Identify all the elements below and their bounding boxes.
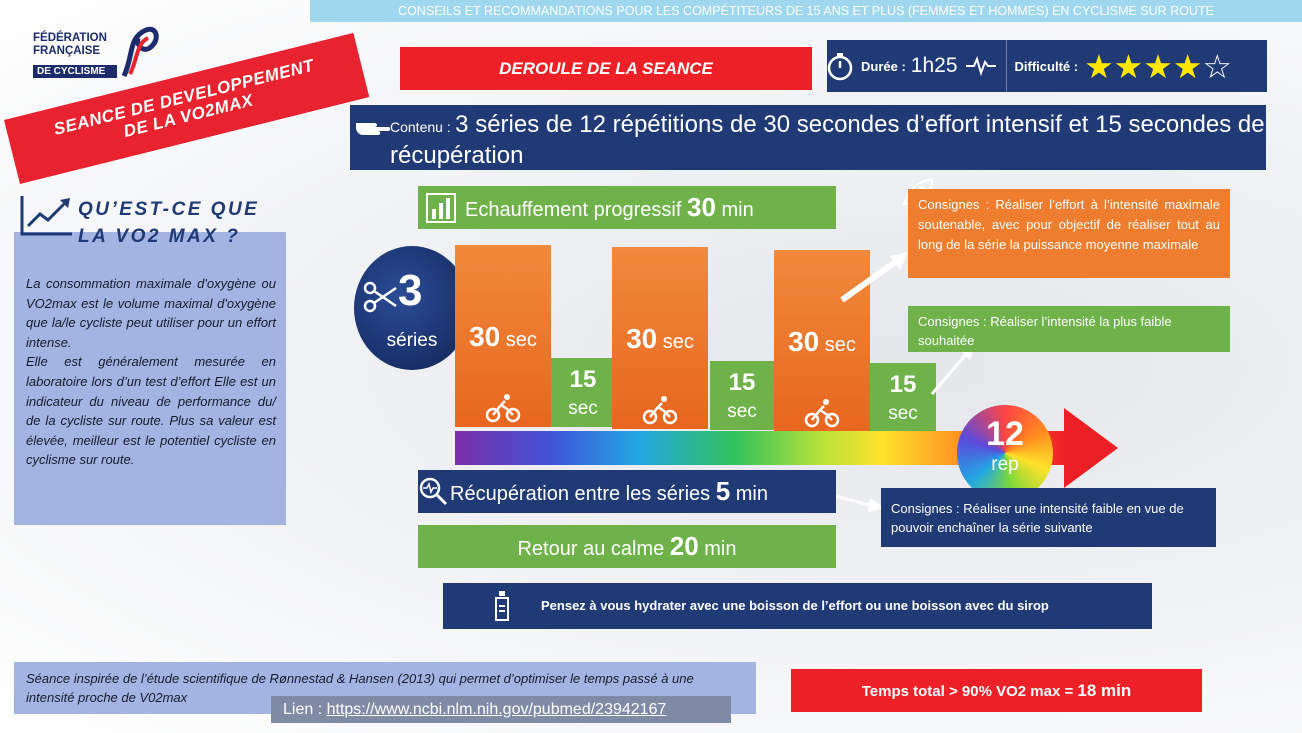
link-label: Lien : [283, 701, 327, 718]
recuperation-value: 5 [715, 476, 731, 506]
divider [1005, 40, 1007, 92]
effort-value: 30 [469, 321, 501, 352]
logo-cyclist-icon [121, 26, 159, 78]
duree-value: 1h25 [910, 54, 958, 77]
duree-label: Durée : [861, 58, 906, 74]
total-text: Temps total > 90% VO2 max = [861, 683, 1078, 700]
pubmed-link[interactable]: https://www.ncbi.nlm.nih.gov/pubmed/2394… [326, 701, 667, 718]
retour-text: Retour au calme [517, 538, 670, 560]
arrowhead [1064, 408, 1118, 488]
hydrate-box: Pensez à vous hydrater avec une boisson … [443, 583, 1152, 629]
rep-value: 12 [986, 415, 1024, 453]
series-label: séries [386, 330, 438, 351]
consignes-series: Consignes : Réaliser une intensité faibl… [881, 488, 1216, 547]
echauffement-text: Echauffement progressif [465, 199, 687, 221]
effort-unit: sec [657, 331, 694, 353]
star-filled-icon: ★ [1113, 47, 1144, 85]
bar-chart-icon [426, 193, 456, 223]
logo-line3: DE CYCLISME [33, 65, 117, 78]
effort-bar-2: 30 sec [612, 247, 708, 429]
vo2-paragraph-1: La consommation maximale d'oxygène ou VO… [26, 276, 276, 350]
consignes-recup: Consignes : Réaliser l’intensité la plus… [908, 306, 1230, 352]
logo-line1: FÉDÉRATION [33, 32, 107, 44]
ffc-logo: FÉDÉRATION FRANÇAISE DE CYCLISME [30, 24, 160, 86]
echauffement-value: 30 [686, 192, 716, 222]
duree-box: Durée : 1h25 Difficulté : ★ ★ ★ ★ ☆ [827, 40, 1267, 92]
effort-unit: sec [819, 334, 856, 356]
recup-unit: sec [727, 401, 757, 422]
recup-value: 15 [728, 369, 756, 396]
recuperation-unit: min [730, 483, 768, 505]
star-empty-icon: ☆ [1202, 47, 1233, 85]
echauffement-box: Echauffement progressif 30 min [418, 186, 836, 229]
recup-bar-3: 15 sec [870, 363, 936, 432]
retour-calme-box: Retour au calme 20 min [418, 525, 836, 568]
connector-arrow-2 [930, 346, 974, 395]
recup-unit: sec [888, 403, 918, 424]
pointing-hand-icon [356, 123, 390, 135]
contenu-text: 3 séries de 12 répétitions de 30 seconde… [390, 111, 1265, 169]
effort-value: 30 [626, 323, 658, 354]
total-value: 18 [1077, 681, 1097, 700]
star-filled-icon: ★ [1143, 47, 1173, 85]
recuperation-box: Récupération entre les séries 5 min [418, 470, 836, 513]
echauffement-unit: min [715, 199, 754, 221]
link-box: Lien : https://www.ncbi.nlm.nih.gov/pubm… [271, 696, 731, 723]
effort-unit: sec [500, 329, 537, 351]
magnifier-heartbeat-icon [419, 477, 448, 506]
bottle-icon [495, 591, 509, 621]
recup-value: 15 [889, 371, 917, 398]
recup-value: 15 [569, 366, 597, 393]
deroule-title: DEROULE DE LA SEANCE [400, 47, 812, 90]
vo2-title-line2: LA VO2 MAX ? [78, 226, 241, 247]
rising-chart-icon [20, 196, 72, 236]
top-banner: CONSEILS ET RECOMMANDATIONS POUR LES COM… [310, 0, 1302, 22]
total-unit: min [1096, 681, 1132, 700]
series-value: 3 [398, 266, 423, 315]
effort-value: 30 [788, 326, 820, 357]
total-time-box: Temps total > 90% VO2 max = 18 min [791, 669, 1202, 712]
cyclist-icon [804, 399, 840, 428]
connector-arrow-1 [840, 252, 908, 303]
difficulty-stars: ★ ★ ★ ★ ☆ [1084, 50, 1232, 83]
retour-unit: min [698, 538, 737, 560]
contenu-label: Contenu : [390, 119, 451, 135]
effort-bar-1: 30 sec [455, 245, 551, 427]
hydrate-text: Pensez à vous hydrater avec une boisson … [541, 598, 1049, 613]
cyclist-icon [642, 396, 678, 425]
retour-value: 20 [669, 531, 699, 561]
rep-circle: 12 rep [957, 405, 1053, 501]
star-filled-icon: ★ [1084, 47, 1114, 85]
cyclist-icon [485, 394, 521, 423]
vo2-description-box: La consommation maximale d'oxygène ou VO… [14, 232, 286, 525]
series-circle: 3 séries [354, 246, 470, 370]
stopwatch-icon [827, 53, 853, 81]
heartbeat-icon [965, 56, 996, 76]
recuperation-text: Récupération entre les séries [450, 483, 716, 505]
star-filled-icon: ★ [1172, 47, 1203, 85]
contenu-box: Contenu : 3 séries de 12 répétitions de … [350, 105, 1266, 170]
effort-bar-3: 30 sec [774, 250, 870, 432]
rep-unit: rep [991, 454, 1019, 475]
vo2-paragraph-2: Elle est généralement mesurée en laborat… [26, 354, 276, 468]
logo-line2: FRANÇAISE [33, 44, 101, 57]
consignes-effort: Consignes : Réaliser l’effort à l’intens… [908, 189, 1230, 278]
recup-bar-2: 15 sec [710, 361, 774, 430]
vo2-title: QU’EST-CE QUE LA VO2 MAX ? [78, 196, 259, 250]
vo2-title-line1: QU’EST-CE QUE [78, 199, 260, 220]
recup-bar-1: 15 sec [551, 358, 615, 427]
difficulty-label: Difficulté : [1014, 58, 1079, 74]
scissors-icon [363, 281, 397, 313]
recup-unit: sec [568, 398, 598, 419]
